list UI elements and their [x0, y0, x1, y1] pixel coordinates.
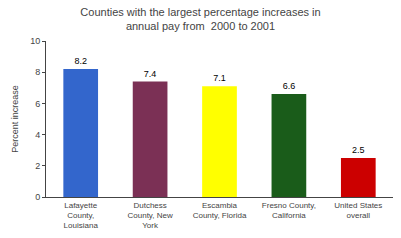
svg-text:DutchessCounty, NewYork: DutchessCounty, NewYork: [127, 201, 172, 231]
svg-text:4: 4: [35, 130, 40, 140]
svg-text:Fresno County,California: Fresno County,California: [262, 201, 316, 220]
svg-text:Percent increase: Percent increase: [10, 85, 20, 153]
svg-text:LafayetteCounty,Louisiana: LafayetteCounty,Louisiana: [64, 201, 99, 231]
svg-text:2.5: 2.5: [352, 145, 365, 155]
svg-text:United Statesoverall: United Statesoverall: [334, 201, 382, 220]
svg-text:EscambiaCounty, Florida: EscambiaCounty, Florida: [193, 201, 247, 220]
svg-text:0: 0: [35, 192, 40, 202]
svg-text:8.2: 8.2: [74, 56, 87, 66]
svg-text:6.6: 6.6: [283, 81, 296, 91]
svg-text:7.4: 7.4: [144, 69, 157, 79]
svg-text:6: 6: [35, 99, 40, 109]
svg-text:8: 8: [35, 67, 40, 77]
svg-text:7.1: 7.1: [213, 73, 226, 83]
svg-text:2: 2: [35, 161, 40, 171]
svg-text:Counties with the largest perc: Counties with the largest percentage inc…: [80, 6, 320, 32]
svg-text:10: 10: [30, 36, 40, 46]
